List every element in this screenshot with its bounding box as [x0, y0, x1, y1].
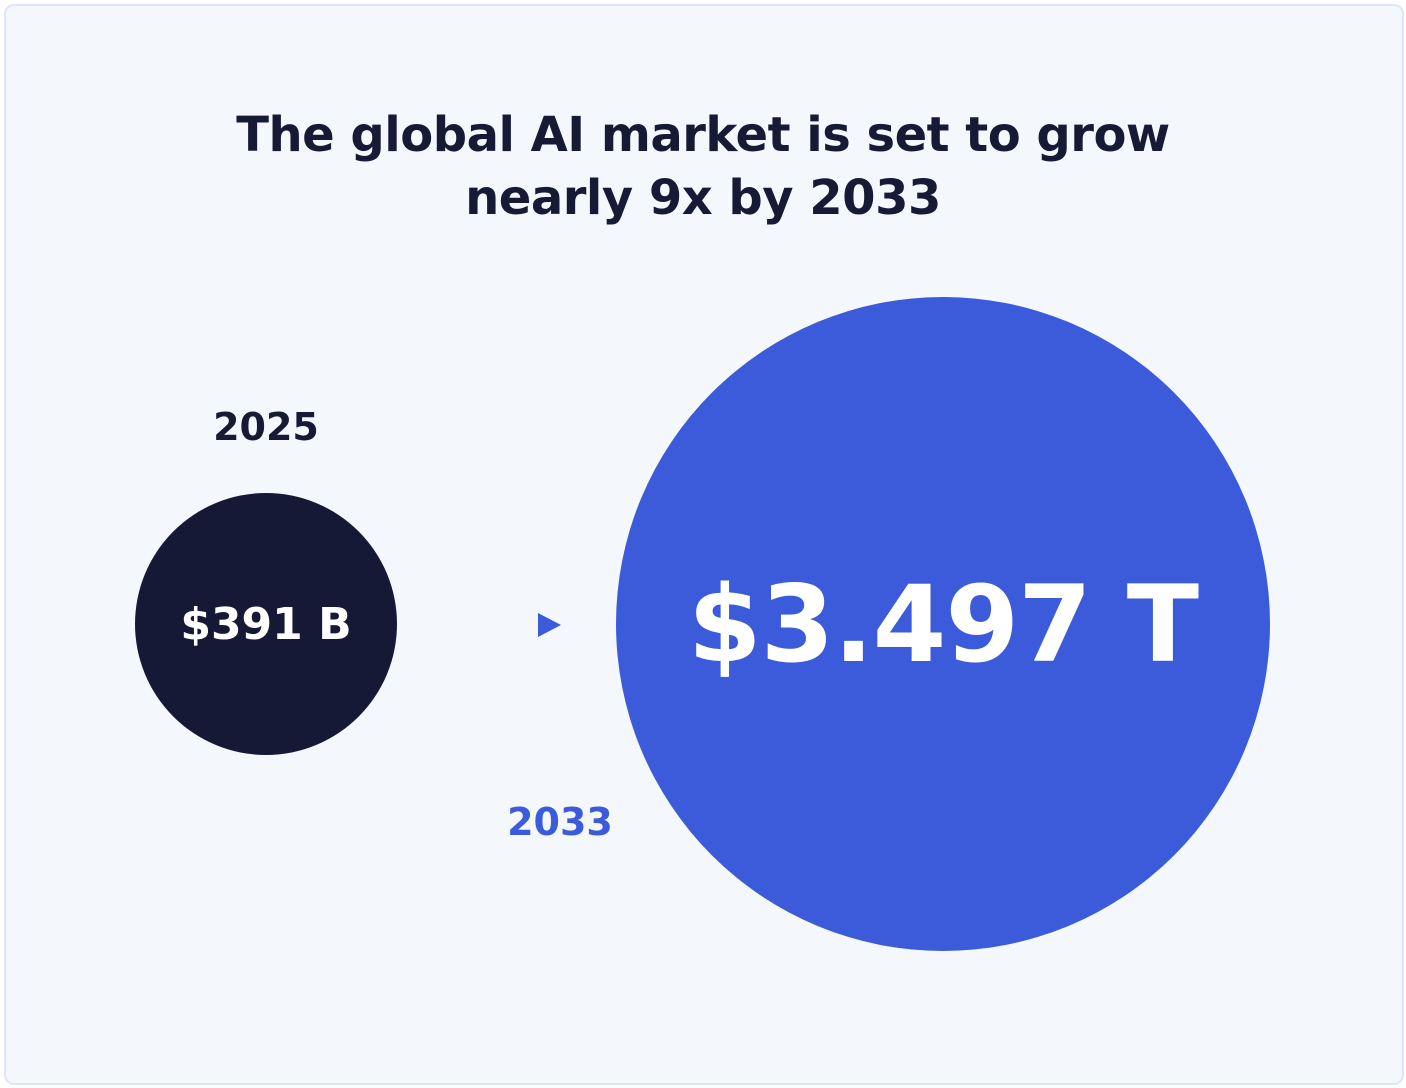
value-label-2033: $3.497 T — [687, 562, 1199, 686]
value-label-2025: $391 B — [180, 598, 352, 650]
year-label-2033: 2033 — [507, 800, 613, 844]
bubble-2033: $3.497 T — [616, 297, 1270, 951]
title-line-1: The global AI market is set to grow — [236, 107, 1170, 163]
right-arrow-icon — [450, 613, 561, 637]
year-label-2025: 2025 — [213, 405, 319, 449]
chart-title: The global AI market is set to grow near… — [0, 104, 1406, 230]
bubble-2025: $391 B — [135, 493, 397, 755]
title-line-2: nearly 9x by 2033 — [465, 170, 941, 226]
